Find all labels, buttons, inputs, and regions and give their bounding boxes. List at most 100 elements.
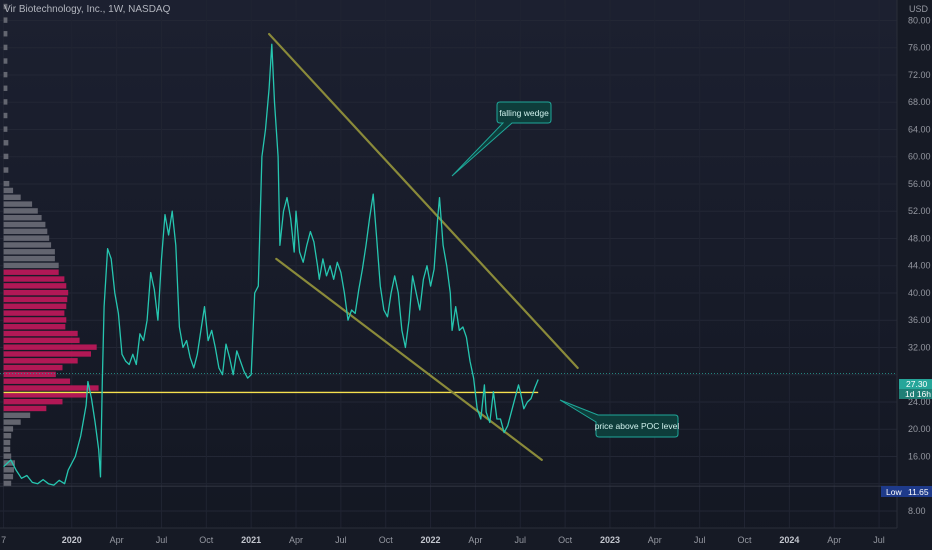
price-axis-ticks: 8.00 16.00 20.00 24.00 32.00 36.00 40.00 44.00 4… (908, 15, 931, 516)
time-axis-panel[interactable] (0, 528, 932, 550)
profile-bar-value-area (3, 310, 65, 316)
time-tick-label: 2024 (779, 535, 799, 545)
price-tick-label: 56.00 (908, 179, 931, 189)
profile-bar-value-area (3, 269, 59, 275)
price-tick-label: 16.00 (908, 451, 931, 461)
profile-bar (3, 99, 8, 105)
profile-bar-value-area (3, 358, 78, 364)
time-tick-label: 7 (1, 535, 6, 545)
annotation-falling-wedge: falling wedge (499, 108, 549, 118)
time-tick-label: 2020 (62, 535, 82, 545)
profile-bar-value-area (3, 344, 97, 350)
profile-bar (3, 208, 38, 214)
low-value-tag (905, 486, 932, 497)
profile-bar-value-area (3, 289, 69, 296)
callout-falling-wedge[interactable] (451, 101, 552, 177)
profile-bar-value-area (3, 385, 99, 391)
profile-bar-value-area (3, 392, 88, 398)
profile-bar-value-area (3, 303, 67, 309)
time-tick-label: 2021 (241, 535, 261, 545)
price-tick-label: 20.00 (908, 424, 931, 434)
countdown-tag (899, 389, 932, 399)
time-tick-label: Jul (694, 535, 706, 545)
price-tick-label: 44.00 (908, 261, 931, 271)
price-tick-label: 64.00 (908, 124, 931, 134)
time-tick-label: Jul (515, 535, 527, 545)
time-tick-label: Apr (827, 535, 841, 545)
grid (0, 0, 897, 528)
price-tick-label: 24.00 (908, 397, 931, 407)
price-tick-label: 48.00 (908, 233, 931, 243)
time-tick-label: Apr (648, 535, 662, 545)
time-tick-label: Apr (468, 535, 482, 545)
profile-bar (3, 473, 14, 480)
bar-countdown: 1d 16h (905, 389, 931, 399)
price-tick-label: 52.00 (908, 206, 931, 216)
profile-bar (3, 453, 12, 459)
volume-profile (3, 3, 99, 487)
price-tick-label: 60.00 (908, 152, 931, 162)
price-tick-label: 76.00 (908, 43, 931, 53)
profile-bar (3, 249, 55, 255)
profile-bar (3, 126, 8, 132)
profile-bar (3, 44, 8, 51)
time-tick-label: Jul (156, 535, 168, 545)
profile-bar (3, 167, 9, 173)
time-tick-label: Jul (873, 535, 885, 545)
profile-bar (3, 228, 48, 235)
time-tick-label: 2023 (600, 535, 620, 545)
callout-price-above-poc[interactable] (559, 399, 679, 438)
profile-bar (3, 412, 31, 418)
price-series (3, 43, 539, 486)
profile-bar-value-area (3, 296, 68, 303)
profile-bar-value-area (3, 364, 63, 371)
profile-bar (3, 85, 8, 91)
callouts[interactable]: falling wedge price above POC level (451, 101, 680, 438)
profile-bar (3, 201, 33, 207)
profile-bar-value-area (3, 324, 66, 330)
price-axis-panel[interactable] (897, 0, 932, 550)
price-tick-label: 8.00 (908, 506, 926, 516)
profile-bar-value-area (3, 276, 65, 282)
profile-bar-value-area (3, 378, 71, 384)
profile-bar (3, 17, 8, 23)
profile-bar-value-area (3, 317, 67, 323)
profile-bar-value-area (3, 283, 67, 289)
annotation-price-above-poc: price above POC level (595, 421, 680, 431)
low-value: 11.65 (908, 487, 929, 497)
profile-bar (3, 419, 21, 425)
profile-bar-value-area (3, 398, 63, 405)
profile-bar (3, 255, 55, 262)
price-tick-label: 80.00 (908, 15, 931, 25)
time-tick-label: Jul (335, 535, 347, 545)
price-line (3, 43, 539, 486)
profile-bar (3, 153, 9, 160)
profile-bar-value-area (3, 330, 78, 337)
profile-bar (3, 446, 11, 453)
profile-bar (3, 71, 8, 78)
profile-bar-value-area (3, 337, 80, 344)
profile-bar (3, 262, 59, 269)
profile-bar (3, 439, 11, 446)
profile-bar (3, 460, 15, 466)
time-tick-label: Oct (379, 535, 394, 545)
price-tick-label: 72.00 (908, 70, 931, 80)
profile-bar (3, 58, 8, 64)
time-axis-ticks: 7 2020 Apr Jul Oct 2021 Apr Jul Oct 2022 Apr Jul Oct… (1, 535, 885, 545)
last-price-tag (899, 379, 932, 389)
time-tick-label: Apr (289, 535, 303, 545)
profile-bar-value-area (3, 351, 91, 357)
trendlines[interactable] (268, 32, 579, 461)
profile-bar (3, 467, 15, 473)
profile-bar (3, 112, 8, 119)
price-tick-label: 32.00 (908, 342, 931, 352)
profile-bar-value-area (3, 405, 47, 412)
profile-bar (3, 242, 52, 248)
time-tick-label: Oct (738, 535, 753, 545)
symbol-title[interactable]: Vir Biotechnology, Inc., 1W, NASDAQ (4, 4, 171, 15)
profile-bar (3, 433, 12, 439)
price-tick-label: 40.00 (908, 288, 931, 298)
trendline-wedge-upper (268, 32, 579, 369)
